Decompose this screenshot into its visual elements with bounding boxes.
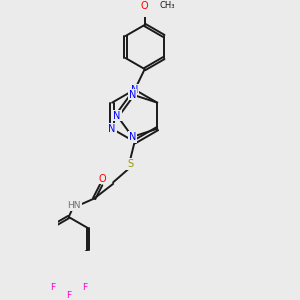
- Text: O: O: [141, 1, 148, 10]
- Text: F: F: [66, 291, 71, 300]
- Text: N: N: [113, 111, 121, 121]
- Text: N: N: [108, 124, 116, 134]
- Text: N: N: [129, 132, 136, 142]
- Text: F: F: [82, 283, 88, 292]
- Text: O: O: [99, 174, 106, 184]
- Text: S: S: [127, 159, 133, 169]
- Text: F: F: [50, 283, 55, 292]
- Text: HN: HN: [68, 201, 81, 210]
- Text: N: N: [131, 85, 138, 94]
- Text: N: N: [129, 90, 136, 100]
- Text: CH₃: CH₃: [159, 1, 175, 10]
